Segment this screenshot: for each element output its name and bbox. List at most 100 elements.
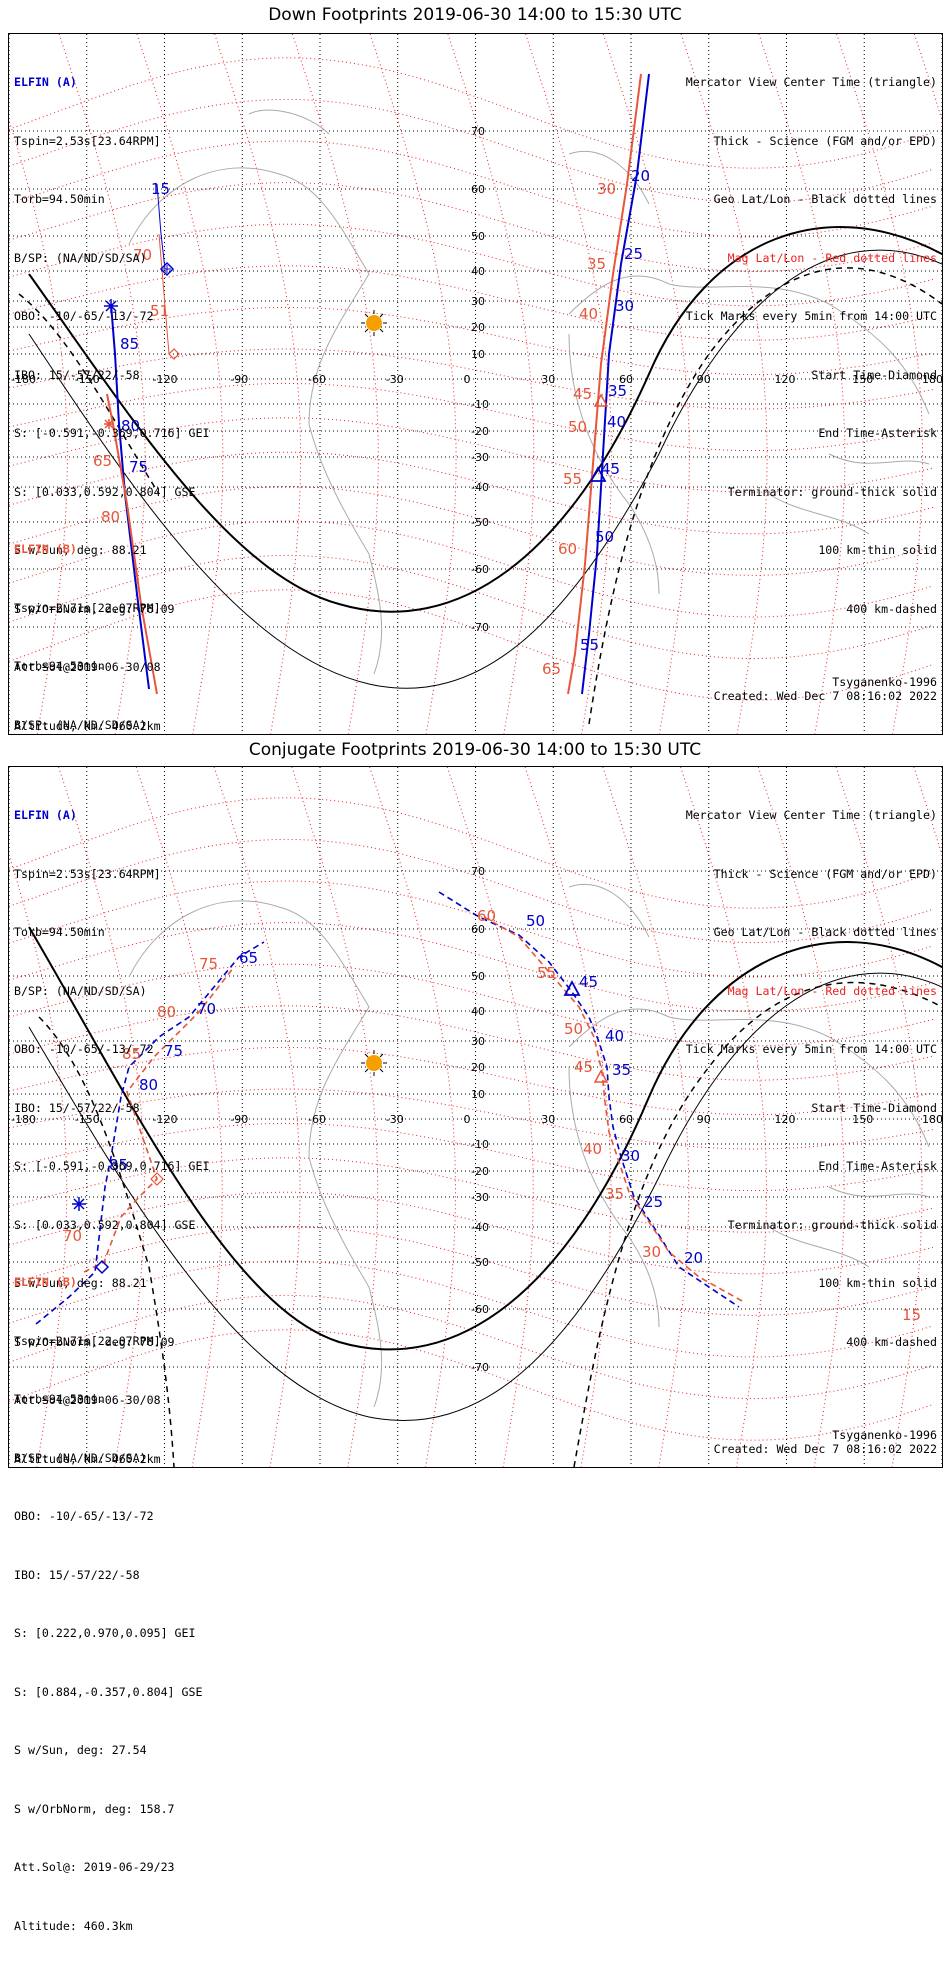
mag-parallel: [9, 140, 934, 238]
lat-tick-label: -30: [471, 1191, 489, 1204]
lon-tick-label: -180: [11, 1113, 36, 1126]
mag-parallel: [9, 182, 934, 272]
elfin-b-info: ELFIN (B) Tspin=2.71s[22.07RPM] Torb=94.…: [14, 1234, 202, 1975]
tick-b-50: 50: [568, 418, 587, 436]
elfin-b-line: S: [0.222,0.970,0.095] GEI: [14, 1626, 196, 1640]
conj-tick-a-85: 85: [109, 1156, 128, 1174]
lat-tick-label: 30: [471, 1035, 485, 1048]
conj-b-track-west: [83, 966, 235, 1273]
down-footprints-map: -180 -150 -120 -90 -60 -30 0 30 60 90 120 150 180 70…: [8, 33, 943, 1200]
terminator-ground: [28, 226, 942, 613]
tick-a-40: 40: [607, 413, 626, 431]
elfin-b-line: B/SP: (NA/ND/SD/SA): [14, 717, 147, 732]
tick-b-70: 70: [133, 246, 152, 264]
elfin-b-line: Tspin=2.71s[22.07RPM]: [14, 1333, 161, 1348]
lat-tick-label: 40: [471, 1005, 485, 1018]
conj-tick-b-55: 55: [537, 964, 556, 982]
legend-line: Terminator: ground-thick solid: [727, 1217, 937, 1232]
legend-line: Geo Lat/Lon - Black dotted lines: [713, 925, 937, 939]
lon-tick-label: 0: [464, 373, 471, 386]
mag-meridian: [369, 767, 457, 1467]
mag-meridian: [524, 767, 612, 1467]
lon-tick-label: 150: [852, 1113, 873, 1126]
elfin-a-line: B/SP: (NA/ND/SD/SA): [14, 250, 147, 265]
elfin-b-line: Att.Sol@: 2019-06-29/23: [14, 1860, 175, 1874]
mag-meridian: [447, 34, 535, 734]
lat-tick-label: -50: [471, 516, 489, 529]
lon-tick-label: 180: [922, 1113, 942, 1126]
mag-meridian: [680, 34, 768, 734]
conjugate-footprints-map: -180 -150 -120 -90 -60 -30 0 30 60 90 120 150 180 70…: [8, 766, 943, 1933]
mag-meridian: [602, 767, 690, 1467]
tick-a-80: 80: [121, 417, 140, 435]
conj-tick-b-75: 75: [199, 955, 218, 973]
elfin-a-line: Altitude, km: 460.2km: [14, 718, 161, 733]
tick-a-15: 15: [151, 180, 170, 198]
terminator-ground: [28, 926, 942, 1351]
elfin-a-info: ELFIN (A) Tspin=2.53s[23.64RPM] Torb=94.…: [14, 767, 209, 1508]
elfin-a-start-diamond: [159, 261, 175, 277]
conj-tick-a-50: 50: [526, 912, 545, 930]
tick-b-65w: 65: [93, 452, 112, 470]
legend-line: End Time-Asterisk: [818, 1159, 937, 1173]
conj-tick-b-85: 85: [122, 1045, 141, 1063]
terminator-100km: [28, 249, 942, 689]
mag-meridian: [58, 767, 146, 1467]
mag-meridian: [135, 767, 223, 1467]
mag-parallel: [9, 348, 934, 410]
legend-line: Mercator View Center Time (triangle): [685, 808, 937, 822]
elfin-b-track-east: [567, 73, 642, 695]
tick-b-60: 60: [558, 540, 577, 558]
coastlines: [128, 883, 930, 1408]
lat-tick-label: 20: [471, 321, 485, 334]
legend-mag-line: Mag Lat/Lon - Red dotted lines: [727, 250, 937, 265]
conj-tick-a-40: 40: [605, 1027, 624, 1045]
lat-tick-label: 10: [471, 1088, 485, 1101]
created-label: Created: Wed Dec 7 08:16:02 2022: [713, 1442, 937, 1456]
tick-a-50: 50: [595, 528, 614, 546]
legend-line: 100 km-thin solid: [818, 543, 937, 557]
elfin-a-line: S w/OrbNorm, deg: 76.09: [14, 601, 175, 616]
legend-line: Start Time-Diamond: [811, 1100, 937, 1115]
conj-tick-b-70: 70: [63, 1227, 82, 1245]
mag-parallel: [9, 520, 934, 618]
elfin-a-center-triangle: [589, 466, 607, 482]
conj-tick-b-80: 80: [157, 1003, 176, 1021]
conj-tick-b-60: 60: [477, 907, 496, 925]
mag-meridian: [758, 34, 846, 734]
lat-tick-label: -10: [471, 398, 489, 411]
conj-a-triangle: [563, 980, 581, 996]
mag-parallel: [9, 963, 934, 1047]
mag-parallel: [9, 1260, 934, 1358]
conj-b-diamond: [150, 1172, 164, 1186]
elfin-a-line: Torb=94.50min: [14, 925, 105, 939]
legend-top: Mercator View Center Time (triangle) Thi…: [686, 34, 937, 658]
conj-a-asterisk: [72, 1197, 86, 1211]
lon-tick-label: 90: [697, 373, 711, 386]
mag-parallel: [9, 1329, 934, 1441]
footer-top: Tsyganenko-1996 Created: Wed Dec 7 08:16…: [714, 675, 937, 703]
geo-grid: [9, 767, 942, 1467]
model-label: Tsyganenko-1996: [832, 1428, 937, 1442]
lon-tick-label: 30: [541, 373, 555, 386]
lon-tick-label: -120: [153, 373, 178, 386]
lon-tick-label: -30: [386, 1113, 404, 1126]
lat-tick-label: 30: [471, 295, 485, 308]
conj-tick-b-15: 15: [902, 1306, 921, 1324]
elfin-a-line: S: [0.033,0.592,0.804] GSE: [14, 1217, 196, 1232]
mag-meridian: [446, 767, 534, 1467]
elfin-a-end-asterisk: [104, 299, 118, 313]
mag-meridian: [58, 34, 146, 734]
conj-tick-b-35: 35: [605, 1185, 624, 1203]
legend-line: End Time-Asterisk: [818, 426, 937, 440]
lat-tick-label: 20: [471, 1061, 485, 1074]
tick-a-45: 45: [601, 460, 620, 478]
mag-parallel: [9, 880, 934, 978]
legend-line: 100 km-thin solid: [818, 1276, 937, 1290]
lat-tick-label: -60: [471, 1303, 489, 1316]
sun-icon: [361, 1050, 387, 1076]
lon-tick-label: -150: [75, 373, 100, 386]
elfin-b-line: S: [0.884,-0.357,0.804] GSE: [14, 1684, 203, 1699]
elfin-b-line: Torb=94.53min: [14, 659, 105, 673]
conj-a-track-west: [35, 941, 265, 1325]
